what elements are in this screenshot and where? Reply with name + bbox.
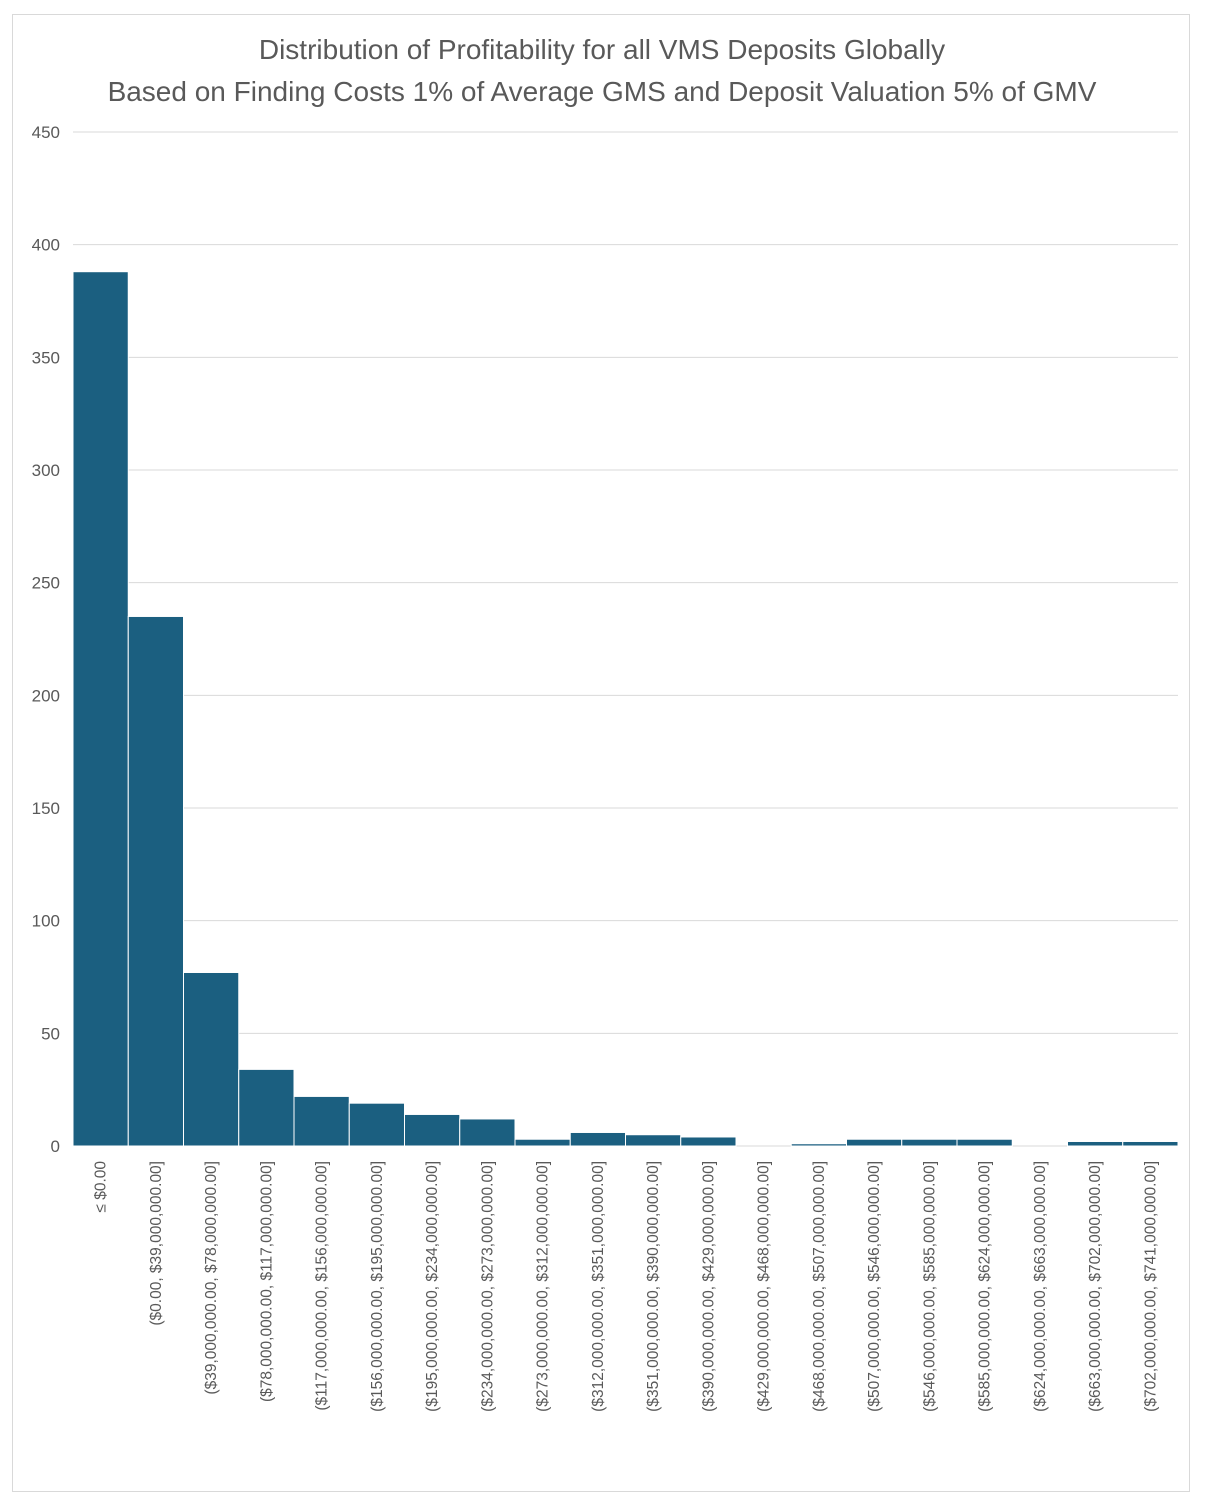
x-tick-label: ($546,000,000.00, $585,000,000.00] xyxy=(921,1161,938,1412)
bar xyxy=(72,271,129,1147)
y-tick-label: 350 xyxy=(32,348,60,367)
y-tick-label: 300 xyxy=(32,461,60,480)
y-axis: 0 50 100 150 200 250 300 350 400 450 xyxy=(32,123,60,1156)
x-tick-label: ($312,000,000.00, $351,000,000.00] xyxy=(590,1161,607,1412)
bar xyxy=(625,1134,682,1147)
x-tick-label: ($351,000,000.00, $390,000,000.00] xyxy=(645,1161,662,1412)
gridlines xyxy=(73,131,1178,1147)
bar xyxy=(1122,1140,1179,1147)
x-tick-label: ($585,000,000.00, $624,000,000.00] xyxy=(977,1161,994,1412)
y-tick-label: 50 xyxy=(41,1024,60,1043)
x-tick-label: ($195,000,000.00, $234,000,000.00] xyxy=(424,1161,441,1412)
bar xyxy=(127,615,184,1147)
x-tick-label: ≤ $0.00 xyxy=(93,1161,110,1213)
chart-title-line-2: Based on Finding Costs 1% of Average GMS… xyxy=(108,76,1097,107)
bar xyxy=(956,1138,1013,1147)
y-tick-label: 0 xyxy=(51,1137,60,1156)
histogram-chart: Distribution of Profitability for all VM… xyxy=(32,34,1179,1412)
x-tick-label: ($507,000,000.00, $546,000,000.00] xyxy=(866,1161,883,1412)
bar xyxy=(404,1113,461,1147)
x-axis: ≤ $0.00 ($0.00, $39,000,000.00] ($39,000,0… xyxy=(93,1161,1160,1412)
bar xyxy=(238,1068,295,1147)
bar xyxy=(1067,1140,1124,1147)
x-tick-label: ($273,000,000.00, $312,000,000.00] xyxy=(535,1161,552,1412)
bars xyxy=(72,271,1179,1147)
y-tick-label: 150 xyxy=(32,799,60,818)
x-tick-label: ($468,000,000.00, $507,000,000.00] xyxy=(811,1161,828,1412)
x-tick-label: ($663,000,000.00, $702,000,000.00] xyxy=(1087,1161,1104,1412)
x-tick-label: ($0.00, $39,000,000.00] xyxy=(148,1161,165,1326)
x-tick-label: ($234,000,000.00, $273,000,000.00] xyxy=(479,1161,496,1412)
x-tick-label: ($390,000,000.00, $429,000,000.00] xyxy=(700,1161,717,1412)
x-tick-label: ($624,000,000.00, $663,000,000.00] xyxy=(1032,1161,1049,1412)
y-tick-label: 450 xyxy=(32,123,60,142)
chart-title: Distribution of Profitability for all VM… xyxy=(108,34,1097,107)
y-tick-label: 200 xyxy=(32,686,60,705)
bar xyxy=(293,1095,350,1147)
x-tick-label: ($117,000,000.00, $156,000,000.00] xyxy=(314,1161,331,1411)
bar xyxy=(459,1118,516,1147)
bar xyxy=(846,1138,903,1147)
y-tick-label: 250 xyxy=(32,574,60,593)
y-tick-label: 100 xyxy=(32,912,60,931)
chart-title-line-1: Distribution of Profitability for all VM… xyxy=(259,34,945,65)
bar xyxy=(790,1143,847,1147)
bar xyxy=(183,971,240,1147)
bar xyxy=(901,1138,958,1147)
chart-area: Distribution of Profitability for all VM… xyxy=(12,14,1190,1492)
bar xyxy=(569,1131,626,1147)
bar xyxy=(514,1138,571,1147)
x-tick-label: ($78,000,000.00, $117,000,000.00] xyxy=(258,1161,275,1402)
x-tick-label: ($429,000,000.00, $468,000,000.00] xyxy=(756,1161,773,1412)
y-tick-label: 400 xyxy=(32,236,60,255)
x-tick-label: ($156,000,000.00, $195,000,000.00] xyxy=(369,1161,386,1412)
bar xyxy=(680,1136,737,1147)
x-tick-label: ($702,000,000.00, $741,000,000.00] xyxy=(1142,1161,1159,1412)
x-tick-label: ($39,000,000.00, $78,000,000.00] xyxy=(203,1161,220,1395)
bar xyxy=(348,1102,405,1147)
